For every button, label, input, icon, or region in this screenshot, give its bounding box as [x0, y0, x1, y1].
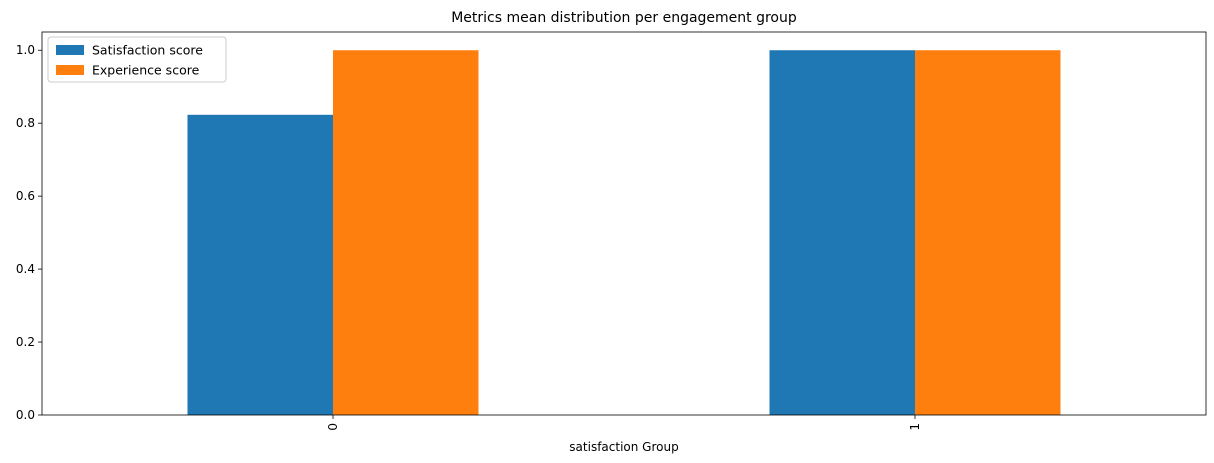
y-tick-label: 0.0 [16, 408, 35, 422]
legend-frame [47, 36, 227, 83]
bar-satisfaction-score-1 [769, 50, 915, 415]
bar-satisfaction-score-0 [187, 114, 333, 415]
bar-experience-score-0 [333, 50, 479, 415]
y-tick-label: 0.8 [16, 116, 35, 130]
y-tick-label: 1.0 [16, 43, 35, 57]
y-tick-label: 0.4 [16, 262, 35, 276]
legend-swatch [56, 45, 84, 55]
legend-label: Experience score [92, 63, 200, 78]
y-tick-label: 0.6 [16, 189, 35, 203]
x-axis-label: satisfaction Group [569, 440, 678, 454]
legend-swatch [56, 65, 84, 75]
legend: Satisfaction score Experience score [47, 36, 227, 83]
plot-frame [41, 31, 1207, 416]
x-tick-label: 0 [326, 423, 340, 431]
bar-experience-score-1 [915, 50, 1061, 415]
y-tick-label: 0.2 [16, 335, 35, 349]
chart-title: Metrics mean distribution per engagement… [451, 10, 797, 26]
legend-label: Satisfaction score [92, 43, 203, 58]
y-axis: 0.0 0.2 0.4 0.6 0.8 1.0 [16, 43, 42, 422]
x-tick-label: 1 [908, 423, 922, 431]
bars-group [187, 50, 1061, 415]
